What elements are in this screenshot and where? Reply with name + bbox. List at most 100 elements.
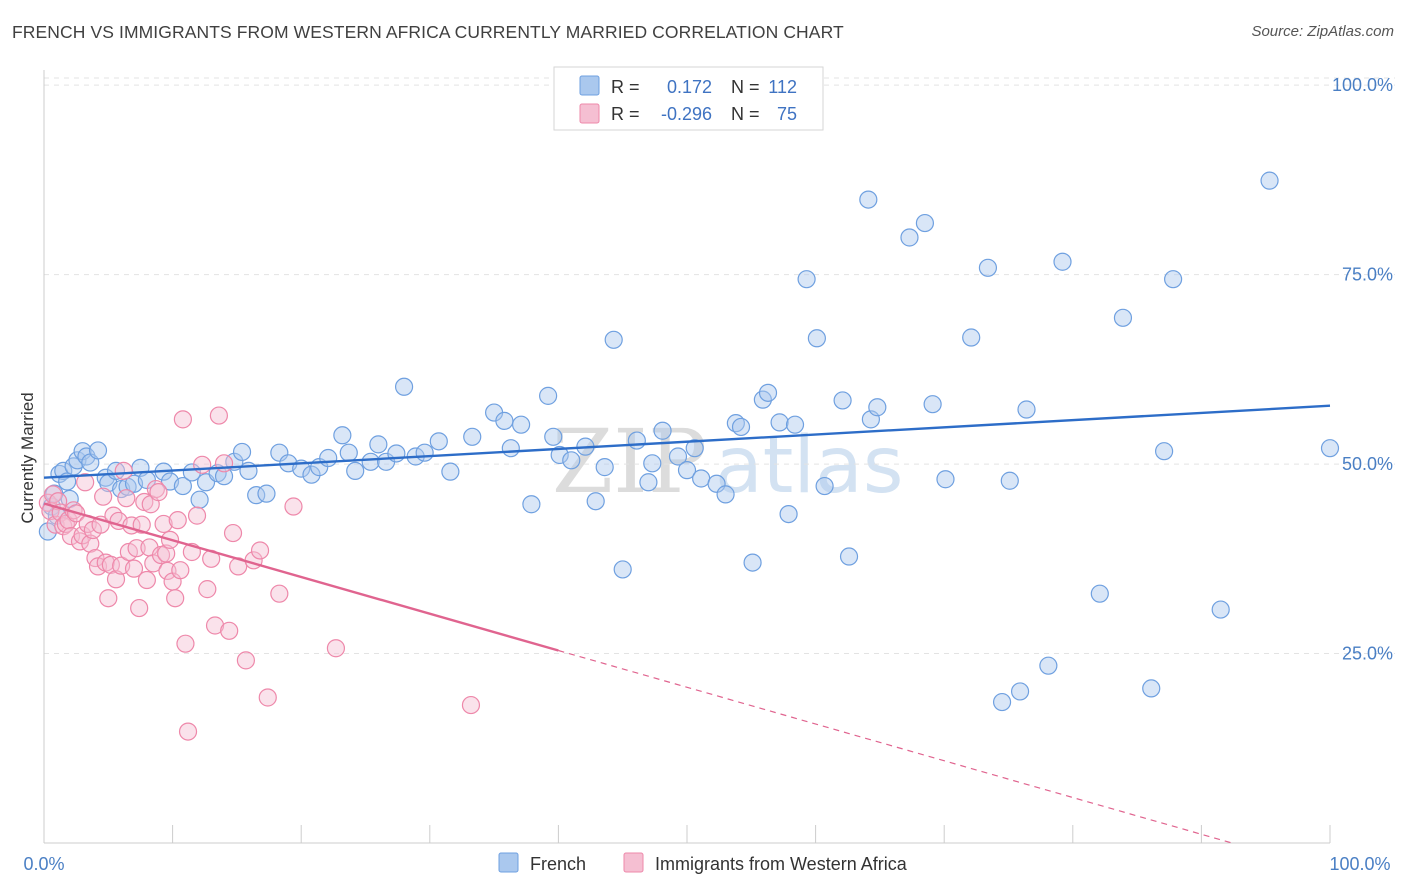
western-africa-point: [94, 487, 113, 506]
french-point: [501, 439, 520, 458]
french-point: [731, 417, 751, 437]
french-point: [1211, 600, 1230, 619]
western-africa-point: [461, 695, 481, 715]
x-tick-label-max: 100.0%: [1329, 854, 1390, 874]
western-africa-point: [117, 489, 136, 508]
western-africa-point: [284, 497, 303, 516]
french-point: [692, 469, 711, 488]
western-africa-point: [220, 621, 239, 640]
stats-legend: R = 0.172 N = 112 R = -0.296 N = 75: [553, 66, 824, 131]
french-point: [1010, 682, 1030, 701]
western-africa-point: [214, 454, 234, 473]
stats-r-value-french: 0.172: [667, 77, 712, 97]
french-point: [839, 547, 859, 566]
stats-n-label-french: N =: [731, 77, 760, 97]
western-africa-points: [38, 406, 481, 741]
french-point: [1142, 679, 1161, 698]
french-point: [743, 553, 762, 572]
western-africa-point: [114, 461, 133, 480]
french-point: [936, 470, 955, 489]
french-point: [1320, 439, 1340, 458]
western-africa-point: [168, 511, 187, 530]
stats-n-value-french: 112: [768, 77, 797, 97]
french-point: [1053, 252, 1072, 271]
french-point: [716, 485, 735, 504]
stats-n-label-western-africa: N =: [731, 104, 760, 124]
trend-lines: [43, 404, 1331, 844]
french-point: [868, 398, 887, 417]
western-africa-point: [101, 555, 120, 574]
french-point: [369, 435, 388, 454]
french-point: [429, 432, 448, 451]
x-tick-label-min: 0.0%: [23, 854, 64, 874]
french-point: [232, 442, 252, 462]
french-point: [859, 190, 878, 209]
french-point: [1113, 308, 1133, 327]
y-tick-label: 50.0%: [1342, 454, 1393, 474]
french-point: [1090, 584, 1109, 603]
y-tick-label: 25.0%: [1342, 644, 1393, 664]
watermark-zip: ZIP: [552, 410, 707, 513]
western-africa-point: [158, 561, 177, 581]
french-point: [463, 427, 482, 446]
legend-label-western-africa: Immigrants from Western Africa: [655, 854, 908, 874]
stats-swatch-french: [579, 75, 600, 96]
series-legend: French Immigrants from Western Africa: [498, 852, 908, 874]
french-point: [495, 411, 514, 430]
french-point: [1164, 270, 1183, 289]
western-africa-point: [137, 570, 156, 590]
french-point: [319, 448, 338, 468]
french-point: [257, 484, 276, 503]
stats-r-label-french: R =: [611, 77, 640, 97]
western-africa-point: [326, 639, 346, 658]
legend-swatch-french: [498, 852, 519, 873]
french-point: [522, 495, 541, 514]
french-point: [1155, 442, 1174, 461]
french-point: [339, 443, 358, 462]
western-africa-point: [223, 523, 243, 543]
y-tick-label: 100.0%: [1332, 75, 1393, 95]
legend-swatch-western-africa: [623, 852, 644, 873]
french-point: [797, 270, 816, 289]
western-africa-point: [124, 559, 144, 578]
french-point: [653, 421, 672, 440]
french-point: [627, 431, 646, 450]
y-tick-labels: 25.0% 50.0% 75.0% 100.0%: [1332, 75, 1393, 663]
western-africa-point: [236, 651, 256, 670]
french-point: [915, 213, 935, 233]
french-point: [539, 386, 558, 405]
french-point: [1000, 471, 1019, 490]
western-africa-point: [258, 688, 277, 707]
french-point: [1017, 400, 1036, 419]
french-point: [779, 504, 798, 524]
french-point: [613, 560, 632, 579]
french-point: [190, 490, 209, 509]
western-africa-point: [178, 722, 198, 741]
western-africa-point: [154, 514, 173, 534]
western-africa-point: [250, 541, 270, 560]
french-point: [639, 473, 658, 492]
western-africa-point: [176, 634, 195, 653]
western-africa-point: [171, 561, 190, 580]
x-tick-marks: [172, 825, 1331, 843]
french-point: [677, 461, 697, 480]
french-point: [1260, 171, 1279, 190]
french-point: [106, 461, 126, 480]
french-point: [900, 228, 919, 247]
western-africa-point: [205, 616, 225, 635]
french-point: [770, 413, 789, 432]
french-point: [302, 465, 321, 484]
watermark: ZIP atlas: [552, 410, 904, 513]
chart-title: FRENCH VS IMMIGRANTS FROM WESTERN AFRICA…: [12, 22, 844, 42]
french-point: [346, 461, 365, 480]
french-point: [512, 415, 531, 434]
french-point: [962, 328, 981, 347]
western-africa-trend-extension: [558, 649, 1233, 844]
french-points: [38, 171, 1340, 712]
french-point: [586, 492, 605, 511]
western-africa-point: [106, 570, 126, 589]
western-africa-point: [149, 483, 168, 502]
french-point: [604, 330, 623, 349]
french-point: [923, 395, 942, 414]
